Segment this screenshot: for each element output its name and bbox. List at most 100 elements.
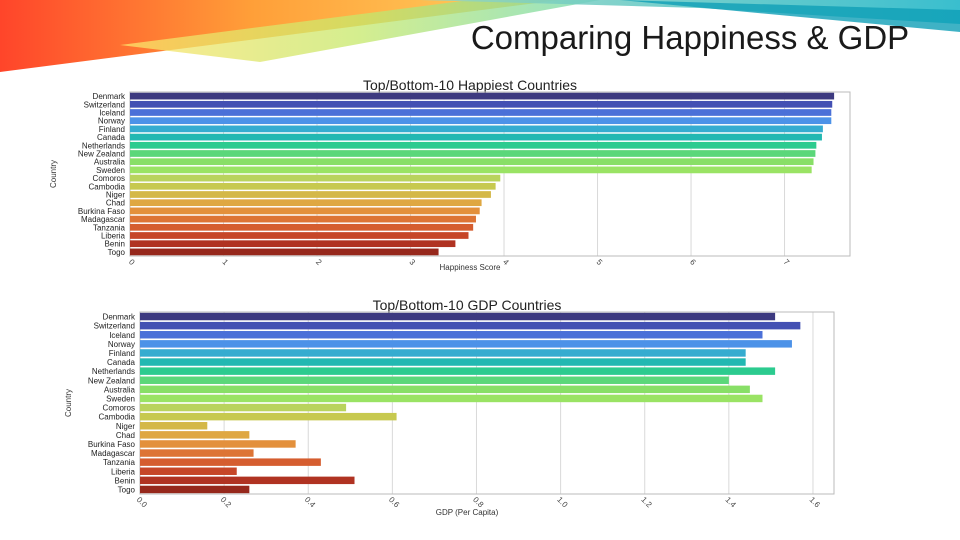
- x-tick-label: 0: [127, 257, 137, 267]
- y-tick-label: Sweden: [106, 394, 135, 403]
- x-tick-label: 3: [408, 257, 418, 267]
- x-axis-label: GDP (Per Capita): [436, 508, 499, 517]
- bar: [140, 358, 746, 366]
- y-axis-label: Country: [49, 160, 58, 188]
- y-tick-label: New Zealand: [78, 150, 125, 159]
- plot-frame: [129, 91, 851, 257]
- bar: [130, 125, 823, 133]
- bar: [140, 349, 746, 357]
- y-tick-label: Cambodia: [99, 413, 136, 422]
- bar: [140, 440, 296, 448]
- bar: [140, 376, 729, 384]
- bar: [140, 367, 776, 375]
- plot-frame: [139, 311, 835, 495]
- chart-title: Top/Bottom-10 GDP Countries: [373, 297, 562, 313]
- y-tick-label: Netherlands: [82, 141, 125, 150]
- y-tick-label: Togo: [118, 485, 136, 494]
- y-tick-label: Comoros: [93, 174, 125, 183]
- x-tick-label: 6: [688, 257, 698, 267]
- y-tick-label: Switzerland: [94, 322, 135, 331]
- bar: [130, 92, 835, 100]
- y-axis-label: Country: [64, 389, 73, 417]
- x-tick-label: 0.0: [135, 495, 150, 510]
- bar: [140, 321, 801, 330]
- bar: [130, 199, 482, 207]
- bar: [130, 117, 832, 125]
- y-tick-label: Canada: [97, 133, 126, 142]
- bar: [140, 458, 321, 466]
- header-decoration: [0, 0, 960, 72]
- y-tick-label: Tanzania: [93, 223, 126, 232]
- bar: [130, 223, 474, 231]
- y-tick-label: Niger: [116, 422, 135, 431]
- x-tick-label: 1.4: [724, 495, 739, 510]
- bar: [140, 403, 347, 412]
- bar: [130, 174, 501, 182]
- bar: [140, 467, 237, 475]
- bar: [130, 240, 456, 248]
- bar: [140, 431, 250, 439]
- y-tick-label: Madagascar: [91, 449, 135, 458]
- y-tick-label: Australia: [94, 158, 126, 167]
- y-tick-label: Denmark: [93, 92, 126, 101]
- bar: [130, 191, 491, 198]
- bar: [130, 215, 476, 223]
- y-tick-label: Netherlands: [92, 367, 135, 376]
- bar: [130, 166, 812, 174]
- bar: [140, 449, 254, 457]
- y-tick-label: Liberia: [101, 232, 126, 241]
- bar: [140, 340, 792, 348]
- bar: [140, 394, 763, 403]
- bar: [130, 109, 832, 116]
- y-tick-label: Madagascar: [81, 215, 125, 224]
- chart-title: Top/Bottom-10 Happiest Countries: [363, 77, 577, 93]
- bar: [130, 133, 822, 141]
- x-tick-label: 1: [221, 257, 231, 267]
- bar: [140, 312, 776, 321]
- bar: [140, 476, 355, 485]
- y-tick-label: Comoros: [103, 404, 135, 413]
- y-tick-label: Burkina Faso: [88, 440, 136, 449]
- bar: [130, 141, 817, 149]
- x-tick-label: 0.6: [387, 495, 402, 510]
- y-tick-label: Liberia: [111, 467, 136, 476]
- y-tick-label: Chad: [116, 431, 135, 440]
- x-tick-label: 4: [501, 257, 511, 267]
- bar: [130, 158, 814, 166]
- bar: [140, 385, 750, 394]
- y-tick-label: Cambodia: [89, 182, 126, 191]
- x-tick-label: 1.6: [808, 495, 823, 510]
- y-tick-label: Finland: [99, 125, 125, 134]
- bar: [130, 248, 439, 256]
- x-tick-label: 0.2: [219, 495, 234, 510]
- y-tick-label: New Zealand: [88, 376, 135, 385]
- bar: [130, 232, 469, 239]
- y-tick-label: Iceland: [109, 331, 135, 340]
- x-tick-label: 1.2: [639, 495, 654, 510]
- y-tick-label: Benin: [105, 240, 125, 249]
- y-tick-label: Burkina Faso: [78, 207, 126, 216]
- bar: [140, 412, 397, 421]
- y-tick-label: Norway: [108, 340, 135, 349]
- bar: [130, 100, 833, 108]
- bar: [130, 182, 496, 190]
- y-tick-label: Canada: [107, 358, 136, 367]
- x-tick-label: 0.4: [303, 495, 318, 510]
- x-tick-label: 5: [595, 257, 605, 267]
- bar: [140, 485, 250, 494]
- bar: [130, 207, 480, 215]
- happiness-chart: Top/Bottom-10 Happiest Countries 0 1 2 3 4 5 6 7…: [49, 77, 851, 272]
- y-tick-label: Niger: [106, 191, 125, 200]
- y-tick-label: Benin: [115, 476, 135, 485]
- y-tick-label: Norway: [98, 117, 125, 126]
- bar: [130, 150, 816, 157]
- x-tick-label: 7: [782, 257, 792, 267]
- y-tick-label: Finland: [109, 349, 135, 358]
- y-tick-label: Togo: [108, 248, 126, 257]
- y-tick-label: Australia: [104, 385, 136, 394]
- y-tick-label: Tanzania: [103, 458, 136, 467]
- y-tick-label: Switzerland: [84, 100, 125, 109]
- bar: [140, 422, 208, 430]
- x-axis-label: Happiness Score: [440, 263, 501, 272]
